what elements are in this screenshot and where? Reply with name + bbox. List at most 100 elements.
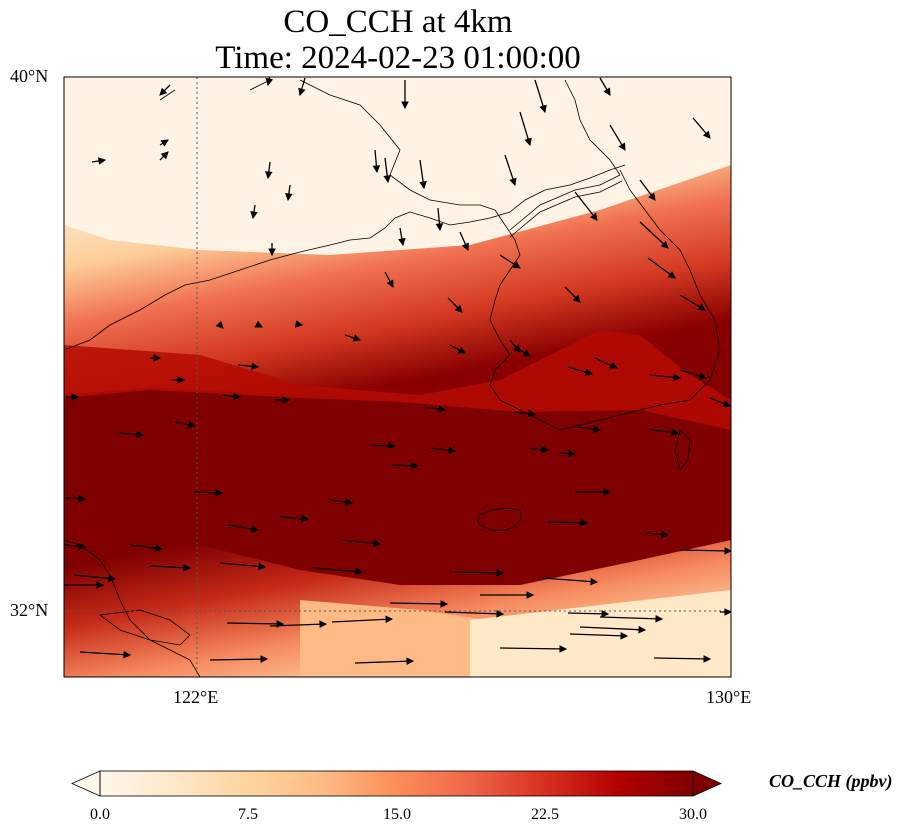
wind-vector-head bbox=[301, 514, 310, 523]
wind-vector-head bbox=[215, 320, 224, 329]
wind-vector-head bbox=[697, 303, 706, 311]
wind-vector-head bbox=[524, 137, 532, 147]
wind-vector bbox=[219, 562, 266, 568]
wind-vector-head bbox=[496, 569, 505, 577]
wind-vector bbox=[79, 651, 131, 656]
wind-vector-head bbox=[96, 581, 105, 589]
colorbar-tick: 0.0 bbox=[90, 806, 110, 823]
colorbar-tick: 7.5 bbox=[238, 806, 258, 823]
wind-vectors bbox=[64, 77, 731, 666]
wind-vector-head bbox=[285, 193, 293, 202]
wind-vector bbox=[311, 567, 363, 573]
wind-vector-head bbox=[509, 177, 517, 187]
wind-vector-head bbox=[71, 393, 80, 401]
wind-vector-head bbox=[78, 542, 87, 551]
wind-vector-head bbox=[584, 368, 594, 376]
wind-vector-head bbox=[661, 530, 670, 539]
wind-vector-head bbox=[177, 376, 186, 384]
wind-vector-head bbox=[703, 655, 712, 663]
wind-vector-head bbox=[187, 420, 197, 429]
wind-vector bbox=[547, 521, 588, 524]
wind-vector-head bbox=[372, 165, 381, 174]
lat-label-32n: 32°N bbox=[10, 600, 49, 620]
wind-vector-head bbox=[609, 361, 619, 369]
wind-vector-head bbox=[580, 519, 589, 527]
field-plume-light bbox=[64, 77, 731, 255]
map-title-line2: Time: 2024-02-23 01:00:00 bbox=[215, 40, 581, 76]
wind-vector-head bbox=[638, 625, 647, 634]
field-pale-lower bbox=[470, 590, 731, 677]
lon-label-130e: 130°E bbox=[706, 687, 752, 707]
wind-vector-head bbox=[440, 600, 449, 608]
wind-vector-head bbox=[406, 657, 415, 666]
wind-vector-head bbox=[702, 130, 711, 139]
lat-label-40n: 40°N bbox=[10, 66, 49, 86]
colorbar-extend-max bbox=[692, 770, 722, 797]
wind-vector-head bbox=[454, 304, 463, 313]
colorbar-gradient bbox=[100, 771, 693, 796]
wind-vector-head bbox=[667, 271, 676, 279]
wind-vector bbox=[579, 626, 646, 631]
wind-vector-head bbox=[526, 591, 535, 599]
wind-vector-head bbox=[648, 192, 656, 201]
gridlines bbox=[64, 77, 731, 677]
wind-vector-head bbox=[319, 620, 328, 629]
wind-vector-head bbox=[345, 498, 354, 506]
wind-vector-head bbox=[568, 449, 577, 458]
wind-vector bbox=[679, 549, 731, 552]
wind-vector-head bbox=[539, 104, 547, 114]
wind-vector bbox=[331, 618, 393, 623]
wind-vector-head bbox=[388, 441, 397, 450]
wind-vector-head bbox=[512, 344, 521, 353]
colorbar-tick: 22.5 bbox=[531, 806, 559, 823]
wind-vector-head bbox=[438, 405, 447, 413]
wind-vector-head bbox=[671, 428, 680, 437]
wind-vector-head bbox=[355, 567, 364, 576]
colorbar-frame bbox=[99, 770, 694, 797]
wind-vector-head bbox=[398, 237, 406, 247]
colorbar-tick: 30.0 bbox=[679, 806, 707, 823]
wind-vector-head bbox=[673, 373, 682, 382]
wind-vector-head bbox=[153, 354, 162, 362]
wind-vector-head bbox=[448, 446, 457, 455]
wind-vector-head bbox=[215, 488, 224, 497]
wind-vector-head bbox=[250, 525, 260, 533]
wind-vector-head bbox=[522, 349, 531, 357]
wind-vector-head bbox=[265, 171, 273, 180]
wind-vector-head bbox=[268, 248, 276, 257]
wind-vector-head bbox=[160, 151, 169, 160]
wind-vector bbox=[653, 657, 711, 660]
map-frame bbox=[63, 76, 732, 678]
wind-vector-head bbox=[385, 615, 394, 624]
wind-vector bbox=[209, 658, 268, 661]
field-core bbox=[64, 388, 731, 585]
wind-vector-head bbox=[282, 396, 291, 404]
colorbar-tick: 15.0 bbox=[383, 806, 411, 823]
wind-vector-head bbox=[496, 609, 505, 618]
colorbar-label: CO_CCH (ppbv) bbox=[769, 771, 893, 791]
wind-vector-head bbox=[298, 87, 306, 97]
wind-vector-head bbox=[78, 494, 87, 503]
wind-vector-head bbox=[108, 574, 117, 583]
wind-vector-head bbox=[386, 279, 394, 288]
wind-vector-head bbox=[97, 157, 107, 165]
wind-vector-head bbox=[660, 240, 669, 249]
wind-vector-head bbox=[250, 210, 258, 220]
wind-vector-head bbox=[294, 320, 304, 328]
map-area bbox=[64, 77, 731, 677]
wind-vector-head bbox=[352, 334, 362, 342]
wind-vector-head bbox=[559, 645, 568, 653]
wind-vector-head bbox=[722, 400, 731, 408]
wind-vector-head bbox=[159, 87, 168, 96]
wind-vector bbox=[599, 616, 663, 620]
wind-vector bbox=[269, 623, 327, 627]
wind-vector-head bbox=[655, 614, 664, 623]
wind-vector-head bbox=[160, 139, 169, 147]
wind-vector-head bbox=[233, 392, 242, 401]
wind-vector bbox=[73, 574, 116, 580]
wind-vector bbox=[389, 602, 448, 605]
map-title-line1: CO_CCH at 4km bbox=[283, 4, 513, 40]
wind-vector-head bbox=[435, 223, 444, 232]
coastline bbox=[64, 77, 721, 677]
